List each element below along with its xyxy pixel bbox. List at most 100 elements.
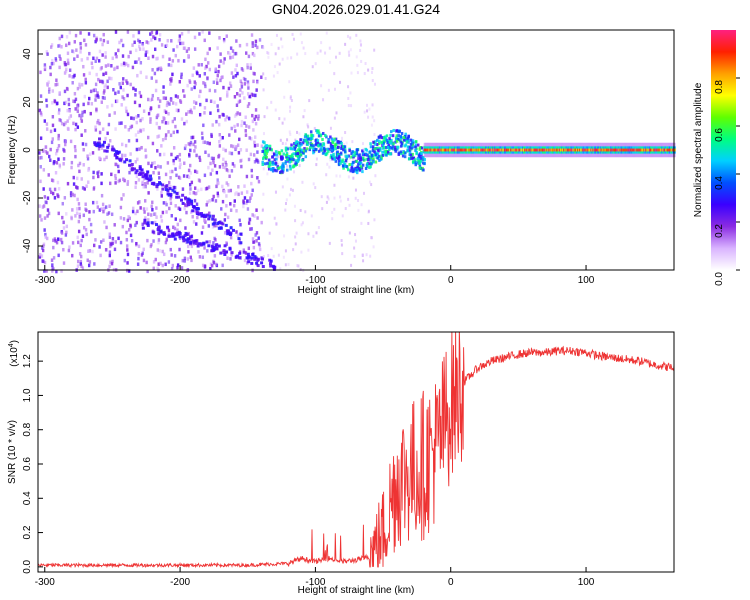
spectrogram-cell — [311, 134, 315, 138]
spectrogram-cell — [371, 149, 375, 153]
spectrogram-cell — [235, 209, 238, 213]
spectrogram-cell — [217, 244, 221, 248]
spectrogram-cell — [78, 169, 81, 174]
spectrogram-cell — [209, 172, 213, 176]
spectrogram-cell — [65, 86, 69, 91]
spectrogram-cell — [117, 179, 120, 184]
spectrogram-cell — [183, 121, 186, 126]
spectrogram-cell — [238, 99, 242, 103]
spectrogram-cell — [320, 146, 323, 150]
spectrogram-cell — [176, 95, 180, 99]
spectrogram-cell — [111, 145, 114, 149]
spectrogram-cell — [395, 134, 399, 138]
spectrogram-cell — [359, 158, 363, 162]
spectrogram-cell — [298, 154, 301, 158]
spectrogram-cell — [101, 80, 105, 85]
spectrogram-cell — [201, 136, 204, 140]
spectrogram-cell — [317, 131, 321, 135]
spectrogram-cell — [172, 161, 176, 166]
spectrogram-cell — [240, 67, 244, 71]
spectrogram-cell — [195, 207, 199, 211]
spectrogram-cell — [327, 140, 331, 144]
spectrogram-cell — [76, 259, 80, 264]
spectrogram-cell — [239, 79, 242, 83]
spectrogram-cell — [373, 153, 376, 157]
spectrogram-cell — [108, 113, 111, 117]
spectrogram-cell — [222, 249, 226, 253]
spectrogram-cell — [68, 109, 71, 113]
spectrogram-cell — [397, 151, 401, 155]
spectrogram-cell — [271, 161, 275, 165]
spectrogram-cell — [125, 237, 129, 242]
spectrogram-cell — [330, 154, 333, 158]
spectrogram-cell — [150, 76, 153, 80]
spectrogram-cell — [62, 261, 66, 265]
spectrogram-cell — [146, 40, 150, 45]
spectrogram-cell — [100, 66, 103, 70]
spectrogram-cell — [72, 182, 76, 186]
spectrogram-cell — [319, 133, 323, 137]
spectrogram-cell — [234, 68, 237, 72]
spectrogram-cell — [329, 126, 332, 130]
spectrogram-cell — [339, 80, 342, 84]
spectrogram-cell — [236, 233, 240, 238]
spectrogram-cell — [134, 171, 138, 175]
x-tick-label: 100 — [578, 577, 595, 588]
spectrogram-cell — [341, 139, 344, 143]
spectrogram-cell — [384, 149, 387, 153]
spectrogram-cell — [171, 263, 175, 268]
spectrogram-cell — [153, 47, 157, 52]
spectrogram-cell — [128, 163, 132, 167]
spectrogram-cell — [52, 238, 55, 243]
spectrogram-cell — [286, 56, 289, 60]
spectrogram-cell — [380, 140, 383, 144]
spectrogram-cell — [71, 49, 74, 53]
spectrogram-cell — [96, 91, 99, 95]
spectrogram-cell — [267, 167, 271, 171]
spectrogram-cell — [373, 119, 376, 123]
spectrogram-cell — [198, 74, 201, 78]
spectrogram-cell — [343, 148, 347, 152]
spectrogram-cell — [106, 79, 109, 84]
spectrogram-cell — [46, 82, 49, 86]
spectrogram-cell — [240, 164, 243, 169]
spectrogram-cell — [242, 204, 245, 209]
spectrogram-cell — [217, 64, 221, 69]
spectrogram-cell — [374, 160, 378, 164]
spectrogram-cell — [52, 256, 56, 260]
spectrogram-cell — [228, 81, 232, 85]
spectrogram-cell — [273, 158, 277, 162]
spectrogram-cell — [108, 232, 111, 236]
spectrogram-cell — [179, 41, 182, 46]
spectrogram-cell — [401, 154, 405, 158]
spectrogram-cell — [57, 157, 60, 161]
spectrogram-cell — [63, 196, 67, 200]
spectrogram-cell — [69, 114, 73, 118]
spectrogram-cell — [229, 226, 233, 230]
spectrogram-cell — [381, 150, 384, 154]
spectrogram-cell — [248, 217, 251, 221]
spectrogram-cell — [192, 239, 196, 243]
spectrogram-cell — [181, 187, 185, 191]
spectrogram-cell — [87, 32, 91, 36]
spectrogram-cell — [138, 165, 142, 169]
spectrogram-cell — [422, 168, 425, 172]
spectrogram-cell — [105, 149, 109, 153]
spectrogram-cell — [256, 258, 260, 262]
spectrogram-cell — [321, 207, 324, 211]
spectrogram-cell — [243, 184, 246, 188]
spectrogram-cell — [104, 247, 108, 252]
spectrogram-cell — [157, 171, 161, 175]
spectrogram-cell — [227, 86, 231, 91]
spectrogram-cell — [248, 94, 251, 99]
spectrogram-cell — [314, 186, 317, 190]
spectrogram-cell — [60, 231, 64, 235]
spectrogram-cell — [65, 43, 68, 48]
spectrogram-cell — [121, 81, 125, 85]
spectrogram-cell — [346, 168, 350, 172]
spectrogram-cell — [71, 208, 74, 212]
spectrogram-cell — [268, 147, 272, 151]
spectrogram-cell — [180, 117, 184, 121]
spectrogram-cell — [51, 266, 54, 270]
spectrogram-cell — [175, 44, 179, 49]
